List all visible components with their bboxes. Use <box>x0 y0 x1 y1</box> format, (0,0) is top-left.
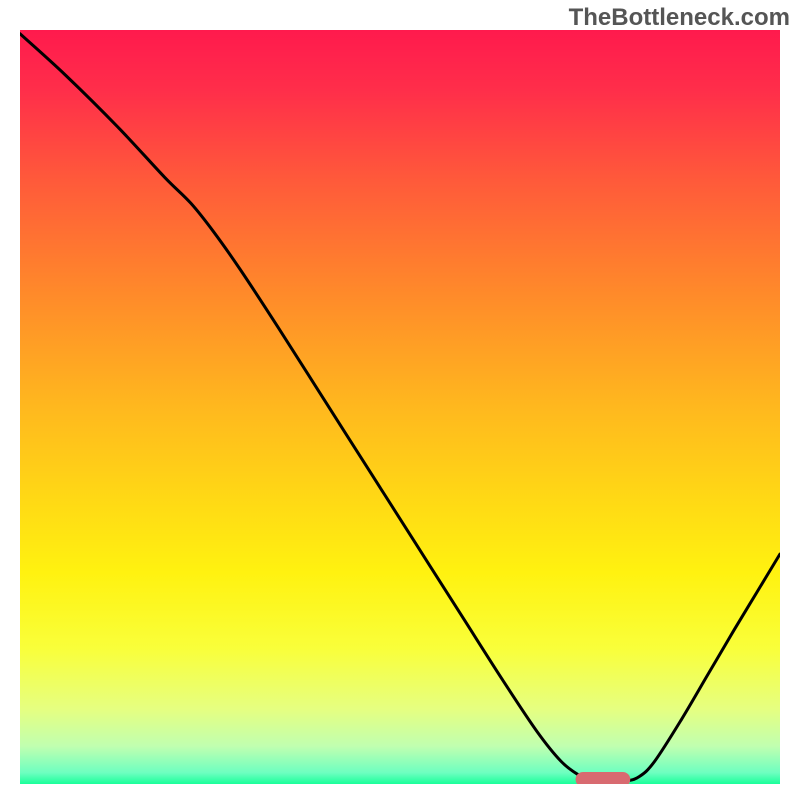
optimal-marker <box>576 772 631 787</box>
chart-stage: TheBottleneck.com <box>0 0 800 800</box>
watermark-text: TheBottleneck.com <box>569 4 790 32</box>
bottleneck-chart <box>0 0 800 800</box>
